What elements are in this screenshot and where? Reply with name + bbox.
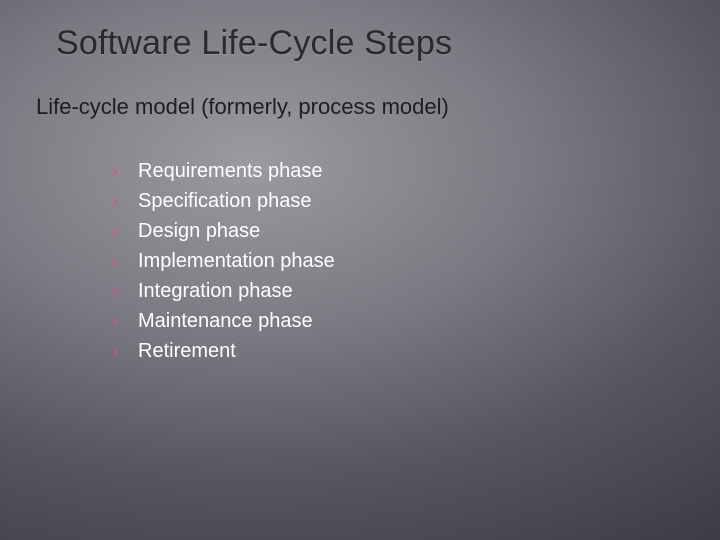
list-item-label: Implementation phase: [138, 248, 335, 275]
slide-subtitle: Life-cycle model (formerly, process mode…: [36, 94, 449, 120]
list-item-label: Specification phase: [138, 188, 311, 215]
chevron-right-icon: ›: [112, 219, 124, 243]
list-item: › Implementation phase: [112, 248, 335, 275]
list-item-label: Integration phase: [138, 278, 293, 305]
list-item: › Specification phase: [112, 188, 335, 215]
slide-title: Software Life-Cycle Steps: [56, 24, 452, 63]
slide-container: Software Life-Cycle Steps Life-cycle mod…: [0, 0, 720, 540]
list-item-label: Design phase: [138, 218, 260, 245]
phase-list: › Requirements phase › Specification pha…: [112, 158, 335, 368]
list-item-label: Retirement: [138, 338, 236, 365]
list-item: › Maintenance phase: [112, 308, 335, 335]
list-item: › Design phase: [112, 218, 335, 245]
chevron-right-icon: ›: [112, 249, 124, 273]
chevron-right-icon: ›: [112, 339, 124, 363]
chevron-right-icon: ›: [112, 309, 124, 333]
chevron-right-icon: ›: [112, 279, 124, 303]
list-item: › Requirements phase: [112, 158, 335, 185]
list-item-label: Requirements phase: [138, 158, 323, 185]
list-item: › Integration phase: [112, 278, 335, 305]
list-item-label: Maintenance phase: [138, 308, 313, 335]
chevron-right-icon: ›: [112, 159, 124, 183]
list-item: › Retirement: [112, 338, 335, 365]
chevron-right-icon: ›: [112, 189, 124, 213]
